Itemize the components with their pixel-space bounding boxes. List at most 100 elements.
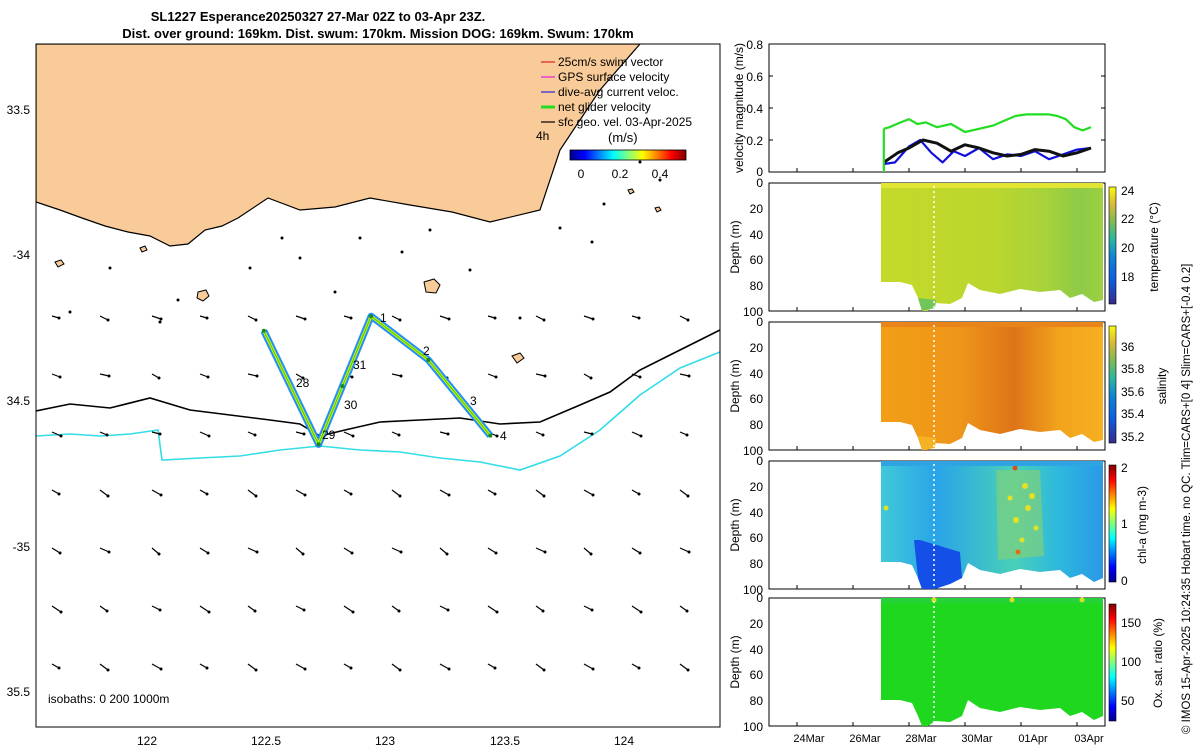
- geo-velocity-arrow: [439, 489, 451, 497]
- oxygen-surface-dots: [931, 597, 1085, 603]
- waypoint-label: 28: [296, 376, 310, 390]
- geo-velocity-arrow: [99, 315, 110, 322]
- depth-tick: 40: [750, 367, 764, 381]
- velocity-series: [769, 43, 1105, 173]
- velocity-y-tick: 0: [756, 165, 763, 179]
- depth-label: Depth (m): [728, 359, 742, 412]
- geo-velocity-arrow: [679, 547, 691, 554]
- geo-velocity-arrow: [631, 315, 641, 320]
- y-tick-label: 34.5: [7, 394, 31, 408]
- geo-velocity-arrow: [679, 605, 689, 613]
- colorbar-tick: 0.2: [612, 167, 629, 181]
- geo-velocity-arrow: [151, 663, 163, 671]
- legend-item: sfc geo. vel. 03-Apr-2025: [541, 115, 692, 129]
- figure-title-line1: SL1227 Esperance20250327 27-Mar 02Z to 0…: [151, 9, 486, 24]
- geo-velocity-arrow: [295, 489, 307, 497]
- geo-velocity-arrow: [631, 663, 641, 670]
- chla-high-dots: [883, 483, 1039, 543]
- depth-tick: 40: [750, 228, 764, 242]
- geo-velocity-arrow: [631, 547, 642, 555]
- salinity-deep-patch: [918, 436, 936, 450]
- geo-velocity-arrow: [391, 663, 402, 672]
- chla-depth-axis: 0 20 40 60 80 100 Depth (m): [728, 454, 763, 597]
- colorbar-tick: 35.8: [1121, 362, 1145, 376]
- geo-velocity-arrow: [631, 373, 642, 379]
- geo-velocity-arrow: [247, 663, 258, 672]
- geo-velocity-arrow: [247, 373, 259, 378]
- chla-deep-blue: [914, 540, 962, 589]
- geo-velocity-arrow: [51, 489, 61, 496]
- geo-velocity-arrow: [679, 489, 690, 498]
- legend-label: dive-avg current veloc.: [558, 85, 679, 99]
- time-tick-label: 30Mar: [961, 733, 993, 745]
- geo-velocity-arrow: [247, 489, 258, 498]
- depth-tick: 60: [750, 531, 764, 545]
- velocity-series-line: [882, 138, 1092, 164]
- time-tick-label: 01Apr: [1018, 733, 1048, 745]
- geo-velocity-arrow: [51, 547, 62, 555]
- track-waypoint: [261, 328, 266, 333]
- geo-velocity-arrow: [51, 373, 62, 379]
- geo-velocity-arrow: [487, 663, 497, 670]
- colorbar-tick: 22: [1121, 212, 1135, 226]
- depth-tick: 100: [743, 444, 763, 458]
- depth-axes: 0 20 40 60 80 100 Depth (m) 0 20 40 60 8…: [728, 176, 763, 734]
- geo-velocity-arrow: [487, 315, 497, 320]
- x-tick-label: 122.5: [251, 734, 281, 748]
- colorbar-tick: 2: [1121, 461, 1128, 475]
- velocity-y-tick: 0.6: [746, 70, 763, 84]
- depth-tick: 40: [750, 643, 764, 657]
- geo-velocity-arrow: [343, 315, 353, 320]
- depth-tick: 100: [743, 583, 763, 597]
- glider-track: [260, 312, 494, 448]
- chla-surface: [881, 461, 1103, 466]
- geo-velocity-arrow: [583, 605, 594, 612]
- salinity-depth-axis: 0 20 40 60 80 100 Depth (m): [728, 315, 763, 458]
- geo-velocity-arrow: [439, 431, 450, 436]
- chla-bloom-region: [996, 470, 1044, 560]
- depth-tick: 20: [750, 617, 764, 631]
- depth-tick: 80: [750, 279, 764, 293]
- legend-label: sfc geo. vel. 03-Apr-2025: [558, 115, 692, 129]
- track-waypoint: [369, 314, 374, 319]
- track-waypoint: [316, 442, 321, 447]
- track-waypoint-labels: 1 2 3 4 28 29 30 31: [296, 311, 507, 443]
- geo-velocity-arrow: [51, 431, 63, 438]
- depth-tick: 40: [750, 506, 764, 520]
- legend-label: 25cm/s swim vector: [558, 55, 663, 69]
- geo-velocity-arrow: [343, 663, 353, 670]
- colorbar-tick: 50: [1121, 694, 1135, 708]
- temperature-surface-dots: [881, 183, 1103, 188]
- colorbar-tick: 24: [1121, 184, 1135, 198]
- track-waypoint: [488, 433, 493, 438]
- legend-label: GPS surface velocity: [558, 70, 669, 84]
- depth-label: Depth (m): [728, 498, 742, 551]
- y-tick-label: 35.5: [7, 685, 31, 699]
- geo-velocity-arrow: [199, 547, 210, 555]
- geo-velocity-arrow: [583, 547, 593, 556]
- oxygen-clabel: Ox. sat. ratio (%): [1151, 618, 1165, 708]
- y-tick-label: 33.5: [7, 103, 31, 117]
- geo-velocity-arrow: [439, 315, 451, 321]
- time-axis: 24Mar 26Mar 28Mar 30Mar 01Apr 03Apr: [793, 168, 1104, 745]
- salinity-surface: [881, 322, 1103, 327]
- salinity-field: [881, 327, 1103, 450]
- depth-tick: 20: [750, 480, 764, 494]
- velocity-y-tick: 0.2: [746, 134, 763, 148]
- geostrophic-velocity-arrows: [51, 315, 691, 672]
- time-tick-label: 03Apr: [1074, 733, 1104, 745]
- depth-tick: 60: [750, 668, 764, 682]
- geo-velocity-arrow: [295, 663, 307, 671]
- geo-velocity-arrow: [439, 547, 449, 556]
- map-x-axis: 122 122.5 123 123.5 124: [137, 734, 634, 748]
- depth-tick: 60: [750, 392, 764, 406]
- temperature-panel: 18 20 22 24 temperature (°C): [768, 182, 1161, 312]
- geo-velocity-arrow: [99, 489, 110, 498]
- salinity-clabel: salinity: [1155, 368, 1169, 405]
- oxygen-surface: [881, 598, 1103, 603]
- colorbar-tick: 0.4: [652, 167, 669, 181]
- geo-velocity-arrow: [391, 547, 403, 554]
- depth-label: Depth (m): [728, 635, 742, 688]
- waypoint-label: 30: [344, 398, 358, 412]
- geo-velocity-arrow: [487, 605, 499, 614]
